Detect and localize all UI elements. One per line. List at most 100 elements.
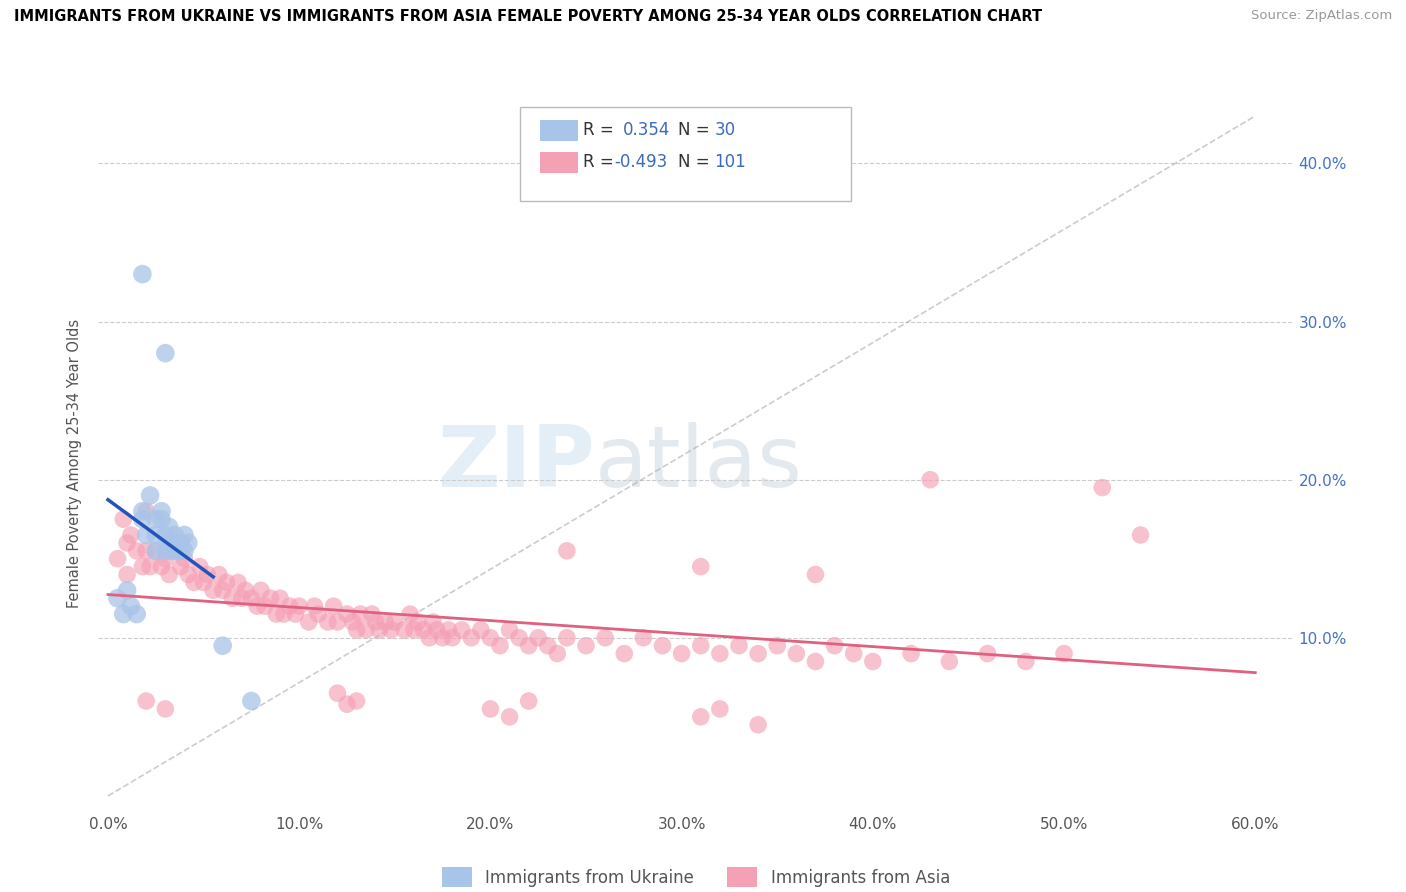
Point [107, 551, 129, 566]
Point [264, 607, 287, 621]
Point [336, 697, 359, 711]
Point [422, 615, 444, 629]
Point [163, 543, 186, 558]
Point [307, 607, 329, 621]
Point [804, 655, 827, 669]
Point [169, 536, 191, 550]
Point [380, 623, 402, 637]
Point [235, 583, 257, 598]
Point [406, 615, 429, 629]
Point [346, 694, 368, 708]
Point [437, 623, 460, 637]
Point [139, 488, 162, 502]
Point [766, 639, 789, 653]
Text: -0.493: -0.493 [614, 153, 668, 171]
Point [125, 607, 148, 621]
Point [336, 607, 359, 621]
Text: 101: 101 [714, 153, 747, 171]
Point [215, 575, 238, 590]
Point [728, 639, 751, 653]
Point [139, 559, 162, 574]
Point [546, 647, 568, 661]
Point [368, 623, 391, 637]
Point [288, 599, 311, 614]
Text: N =: N = [678, 153, 714, 171]
Point [402, 623, 425, 637]
Point [177, 536, 200, 550]
Point [163, 528, 186, 542]
Point [157, 520, 180, 534]
Text: Source: ZipAtlas.com: Source: ZipAtlas.com [1251, 9, 1392, 22]
Point [160, 536, 183, 550]
Point [107, 591, 129, 606]
Point [470, 623, 492, 637]
Point [374, 615, 396, 629]
Point [938, 655, 960, 669]
Point [155, 346, 177, 360]
Point [450, 623, 472, 637]
Point [517, 639, 540, 653]
Text: R =: R = [583, 121, 624, 139]
Point [555, 631, 578, 645]
Point [188, 559, 211, 574]
Point [115, 567, 138, 582]
Point [131, 512, 153, 526]
Point [115, 536, 138, 550]
Point [160, 543, 183, 558]
Point [326, 686, 349, 700]
Point [131, 504, 153, 518]
Point [177, 567, 200, 582]
Point [920, 473, 942, 487]
Point [135, 528, 157, 542]
Point [135, 543, 157, 558]
Point [747, 647, 769, 661]
Point [145, 512, 167, 526]
Point [508, 631, 530, 645]
Point [135, 694, 157, 708]
Point [150, 504, 173, 518]
Y-axis label: Female Poverty Among 25-34 Year Olds: Female Poverty Among 25-34 Year Olds [67, 319, 83, 608]
Point [479, 702, 502, 716]
Point [555, 543, 578, 558]
Point [342, 615, 364, 629]
Point [709, 702, 731, 716]
Point [298, 615, 321, 629]
Point [785, 647, 807, 661]
Point [689, 559, 711, 574]
Point [517, 694, 540, 708]
Point [432, 631, 454, 645]
Point [208, 567, 231, 582]
Point [155, 551, 177, 566]
Point [1053, 647, 1076, 661]
Point [278, 599, 301, 614]
Point [197, 567, 219, 582]
Point [394, 623, 416, 637]
Point [354, 623, 377, 637]
Point [163, 543, 186, 558]
Point [613, 647, 636, 661]
Point [412, 623, 434, 637]
Text: ZIP: ZIP [437, 422, 595, 506]
Point [316, 615, 339, 629]
Point [253, 599, 276, 614]
Point [804, 567, 827, 582]
Point [250, 583, 273, 598]
Point [259, 591, 281, 606]
Point [360, 607, 382, 621]
Legend: Immigrants from Ukraine, Immigrants from Asia: Immigrants from Ukraine, Immigrants from… [436, 860, 956, 892]
Point [593, 631, 616, 645]
Point [304, 599, 326, 614]
Point [1091, 481, 1114, 495]
Point [246, 599, 269, 614]
Text: R =: R = [583, 153, 620, 171]
Point [671, 647, 693, 661]
Point [498, 710, 520, 724]
Point [169, 543, 191, 558]
Point [862, 655, 884, 669]
Point [489, 639, 512, 653]
Point [135, 504, 157, 518]
Point [240, 694, 263, 708]
Point [211, 583, 233, 598]
Point [120, 599, 142, 614]
Point [842, 647, 865, 661]
